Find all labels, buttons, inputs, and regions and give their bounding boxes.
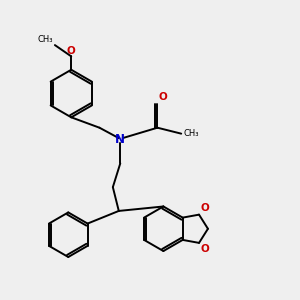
Text: O: O	[67, 46, 76, 56]
Text: CH₃: CH₃	[38, 34, 53, 43]
Text: N: N	[115, 133, 125, 146]
Text: O: O	[200, 244, 209, 254]
Text: O: O	[200, 203, 209, 213]
Text: O: O	[159, 92, 168, 102]
Text: CH₃: CH₃	[184, 129, 199, 138]
